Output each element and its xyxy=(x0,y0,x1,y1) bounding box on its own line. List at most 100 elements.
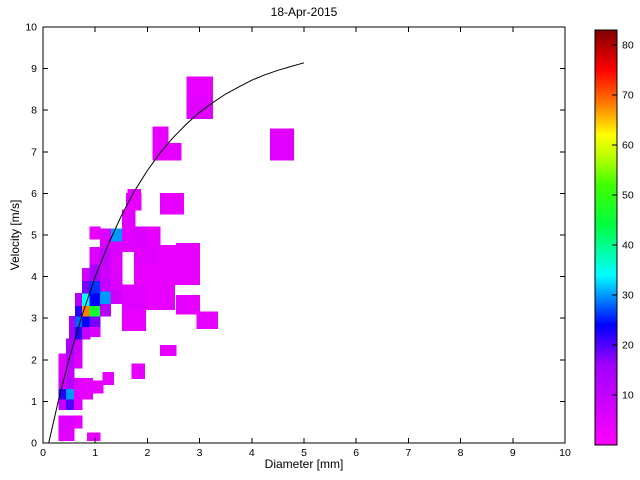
heatmap-cell xyxy=(100,278,112,292)
x-tick-label: 5 xyxy=(301,447,307,459)
x-tick-label: 0 xyxy=(40,447,46,459)
heatmap-cell xyxy=(66,388,75,400)
heatmap-cell xyxy=(58,399,67,411)
heatmap-cell xyxy=(74,415,83,429)
heatmap-cell xyxy=(122,230,136,252)
heatmap-cell xyxy=(175,263,200,286)
x-axis-label: Diameter [mm] xyxy=(264,457,344,471)
y-tick-label: 3 xyxy=(31,313,37,325)
heatmap-cell xyxy=(186,97,213,119)
y-tick-label: 0 xyxy=(31,438,37,450)
heatmap-cell xyxy=(122,309,147,331)
colorbar-tick-label: 10 xyxy=(622,390,634,402)
heatmap-cell xyxy=(160,193,185,215)
x-tick-label: 2 xyxy=(144,447,150,459)
y-tick-label: 8 xyxy=(31,105,37,117)
x-tick-label: 1 xyxy=(92,447,98,459)
heatmap-cell xyxy=(89,226,101,240)
colorbar-border xyxy=(594,29,618,446)
colorbar-tick-label: 40 xyxy=(622,240,634,252)
colorbar-tick-label: 20 xyxy=(622,340,634,352)
heatmap-cell xyxy=(152,143,182,161)
heatmap-cell xyxy=(134,226,148,246)
heatmap-cell xyxy=(134,245,159,265)
heatmap-cell xyxy=(68,326,76,340)
heatmap-cell xyxy=(81,378,93,400)
heatmap-cell xyxy=(100,290,112,304)
heatmap-cell xyxy=(68,315,76,327)
heatmap-cell xyxy=(75,305,83,317)
colorbar-tick-label: 50 xyxy=(622,190,634,202)
colorbar-tick-label: 70 xyxy=(622,90,634,102)
heatmap-cell xyxy=(196,311,219,329)
figure-title: 18-Apr-2015 xyxy=(270,5,338,19)
heatmap-cell xyxy=(110,272,123,290)
heatmap-cell xyxy=(89,247,101,265)
heatmap-cell xyxy=(89,326,101,338)
y-tick-label: 5 xyxy=(31,230,37,242)
heatmap-cell xyxy=(66,423,75,433)
heatmap-cell xyxy=(58,415,67,425)
heatmap-cell xyxy=(89,292,101,307)
y-tick-label: 2 xyxy=(31,354,37,366)
x-tick-label: 6 xyxy=(353,447,359,459)
heatmap-cell xyxy=(186,76,213,99)
heatmap-cell xyxy=(145,284,175,311)
heatmap-cell xyxy=(58,423,67,433)
heatmap-cell xyxy=(81,326,91,340)
heatmap-cell xyxy=(122,284,147,311)
heatmap-cell xyxy=(175,295,200,315)
heatmap-cell xyxy=(157,245,177,265)
heatmap-cell xyxy=(127,188,141,205)
y-tick-label: 1 xyxy=(31,396,37,408)
heatmap-cell xyxy=(134,263,159,286)
heatmap-cell xyxy=(87,432,101,442)
x-tick-label: 3 xyxy=(197,447,203,459)
heatmap-cell xyxy=(74,388,83,411)
heatmap-cell xyxy=(152,126,169,144)
x-tick-label: 9 xyxy=(510,447,516,459)
heatmap-cell xyxy=(175,243,200,265)
heatmap-cell xyxy=(81,267,91,282)
heatmap-cell xyxy=(89,305,101,317)
y-tick-label: 9 xyxy=(31,63,37,75)
colorbar-tick-label: 80 xyxy=(622,40,634,52)
heatmap-cell xyxy=(66,432,75,442)
y-tick-label: 7 xyxy=(31,146,37,158)
heatmap-cell xyxy=(66,399,75,411)
heatmap-cell xyxy=(66,415,75,425)
x-tick-label: 8 xyxy=(458,447,464,459)
heatmap-cell xyxy=(92,380,104,394)
y-tick-label: 4 xyxy=(31,271,37,283)
heatmap-cell xyxy=(75,292,83,307)
colorbar-gradient xyxy=(595,30,617,445)
y-tick-label: 10 xyxy=(25,22,37,34)
heatmap-cell xyxy=(81,280,91,294)
heatmap-cell xyxy=(131,363,146,379)
x-tick-label: 4 xyxy=(249,447,255,459)
heatmap-cell xyxy=(58,353,67,367)
heatmap-cell xyxy=(100,303,112,317)
heatmap-cell xyxy=(74,338,83,354)
heatmap-cell xyxy=(122,209,136,232)
heatmap-cell xyxy=(81,315,91,327)
terminal-velocity-curve xyxy=(48,62,305,444)
heatmap-cell xyxy=(269,128,294,161)
colorbar-tick-label: 30 xyxy=(622,290,634,302)
heatmap-cell xyxy=(102,371,114,386)
colorbar-tick-label: 60 xyxy=(622,140,634,152)
y-tick-label: 6 xyxy=(31,188,37,200)
heatmap-cell xyxy=(160,344,177,356)
heatmap-cell xyxy=(66,378,75,390)
heatmap-cell xyxy=(58,432,67,442)
heatmap-cell xyxy=(100,228,112,248)
x-tick-label: 7 xyxy=(405,447,411,459)
heatmap-cell xyxy=(66,365,75,379)
heatmap-cell xyxy=(100,263,112,279)
heatmap-cell xyxy=(157,263,177,286)
x-tick-label: 10 xyxy=(559,447,571,459)
heatmap-cell xyxy=(147,226,161,246)
heatmap-cell xyxy=(110,255,123,273)
heatmap-cell xyxy=(110,288,123,304)
